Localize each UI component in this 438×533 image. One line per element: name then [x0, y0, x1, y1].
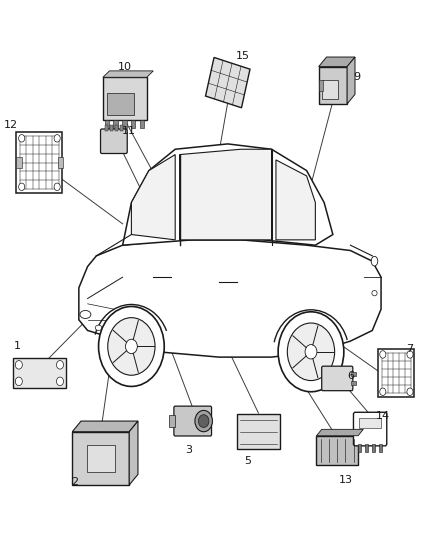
- Bar: [87, 445, 115, 472]
- Text: 5: 5: [244, 456, 251, 466]
- Circle shape: [380, 388, 386, 395]
- Circle shape: [18, 183, 25, 191]
- Bar: [122, 120, 127, 128]
- Polygon shape: [316, 430, 364, 436]
- Circle shape: [278, 312, 344, 392]
- Bar: [17, 132, 62, 193]
- Bar: [359, 418, 381, 428]
- Polygon shape: [72, 421, 138, 432]
- Bar: [140, 120, 144, 128]
- Polygon shape: [205, 58, 250, 108]
- Circle shape: [57, 360, 64, 369]
- FancyBboxPatch shape: [353, 413, 387, 446]
- Bar: [107, 93, 134, 115]
- Bar: [17, 157, 22, 168]
- Circle shape: [99, 306, 164, 386]
- Polygon shape: [347, 57, 355, 104]
- Bar: [319, 67, 347, 104]
- Circle shape: [54, 135, 60, 142]
- Bar: [110, 125, 113, 131]
- Circle shape: [198, 415, 209, 427]
- Bar: [379, 443, 382, 451]
- Circle shape: [287, 323, 335, 381]
- FancyBboxPatch shape: [100, 129, 127, 154]
- Polygon shape: [319, 57, 355, 67]
- Circle shape: [15, 360, 22, 369]
- Polygon shape: [72, 432, 129, 485]
- Bar: [13, 359, 66, 388]
- Bar: [120, 125, 123, 131]
- Ellipse shape: [95, 325, 102, 330]
- Text: 9: 9: [353, 72, 360, 82]
- Circle shape: [407, 388, 413, 395]
- Text: 1: 1: [14, 342, 21, 351]
- Circle shape: [195, 410, 212, 432]
- FancyBboxPatch shape: [321, 366, 353, 391]
- Ellipse shape: [80, 310, 91, 318]
- Circle shape: [15, 377, 22, 386]
- Polygon shape: [129, 421, 138, 485]
- Text: 14: 14: [376, 411, 390, 421]
- FancyBboxPatch shape: [174, 406, 212, 436]
- Circle shape: [57, 377, 64, 386]
- Circle shape: [407, 351, 413, 358]
- Polygon shape: [123, 144, 333, 245]
- Bar: [378, 349, 414, 397]
- Bar: [105, 125, 108, 131]
- Text: 2: 2: [71, 478, 78, 487]
- Circle shape: [125, 340, 138, 354]
- Bar: [105, 120, 109, 128]
- Bar: [103, 77, 147, 120]
- Bar: [358, 443, 361, 451]
- Polygon shape: [131, 155, 175, 240]
- Bar: [237, 415, 280, 449]
- Circle shape: [380, 351, 386, 358]
- Text: 11: 11: [122, 126, 136, 135]
- Ellipse shape: [371, 256, 378, 266]
- Polygon shape: [276, 160, 315, 240]
- Bar: [131, 120, 135, 128]
- Text: 6: 6: [347, 371, 354, 381]
- Bar: [372, 443, 375, 451]
- Text: 7: 7: [406, 344, 413, 354]
- Circle shape: [54, 183, 60, 191]
- Bar: [319, 80, 323, 91]
- Text: 10: 10: [118, 62, 132, 71]
- Bar: [351, 381, 356, 385]
- Circle shape: [305, 344, 317, 359]
- Bar: [58, 157, 63, 168]
- Text: 3: 3: [185, 446, 192, 455]
- Ellipse shape: [372, 290, 377, 296]
- Bar: [322, 80, 338, 99]
- Circle shape: [18, 135, 25, 142]
- Bar: [351, 372, 356, 376]
- Bar: [113, 120, 118, 128]
- Bar: [365, 443, 368, 451]
- Text: 13: 13: [339, 475, 353, 484]
- Bar: [115, 125, 118, 131]
- Bar: [316, 436, 358, 465]
- Circle shape: [108, 318, 155, 375]
- Text: 12: 12: [4, 120, 18, 130]
- Text: 15: 15: [236, 51, 250, 61]
- Polygon shape: [103, 71, 153, 77]
- Polygon shape: [180, 149, 272, 240]
- Bar: [169, 415, 175, 427]
- Polygon shape: [79, 240, 381, 357]
